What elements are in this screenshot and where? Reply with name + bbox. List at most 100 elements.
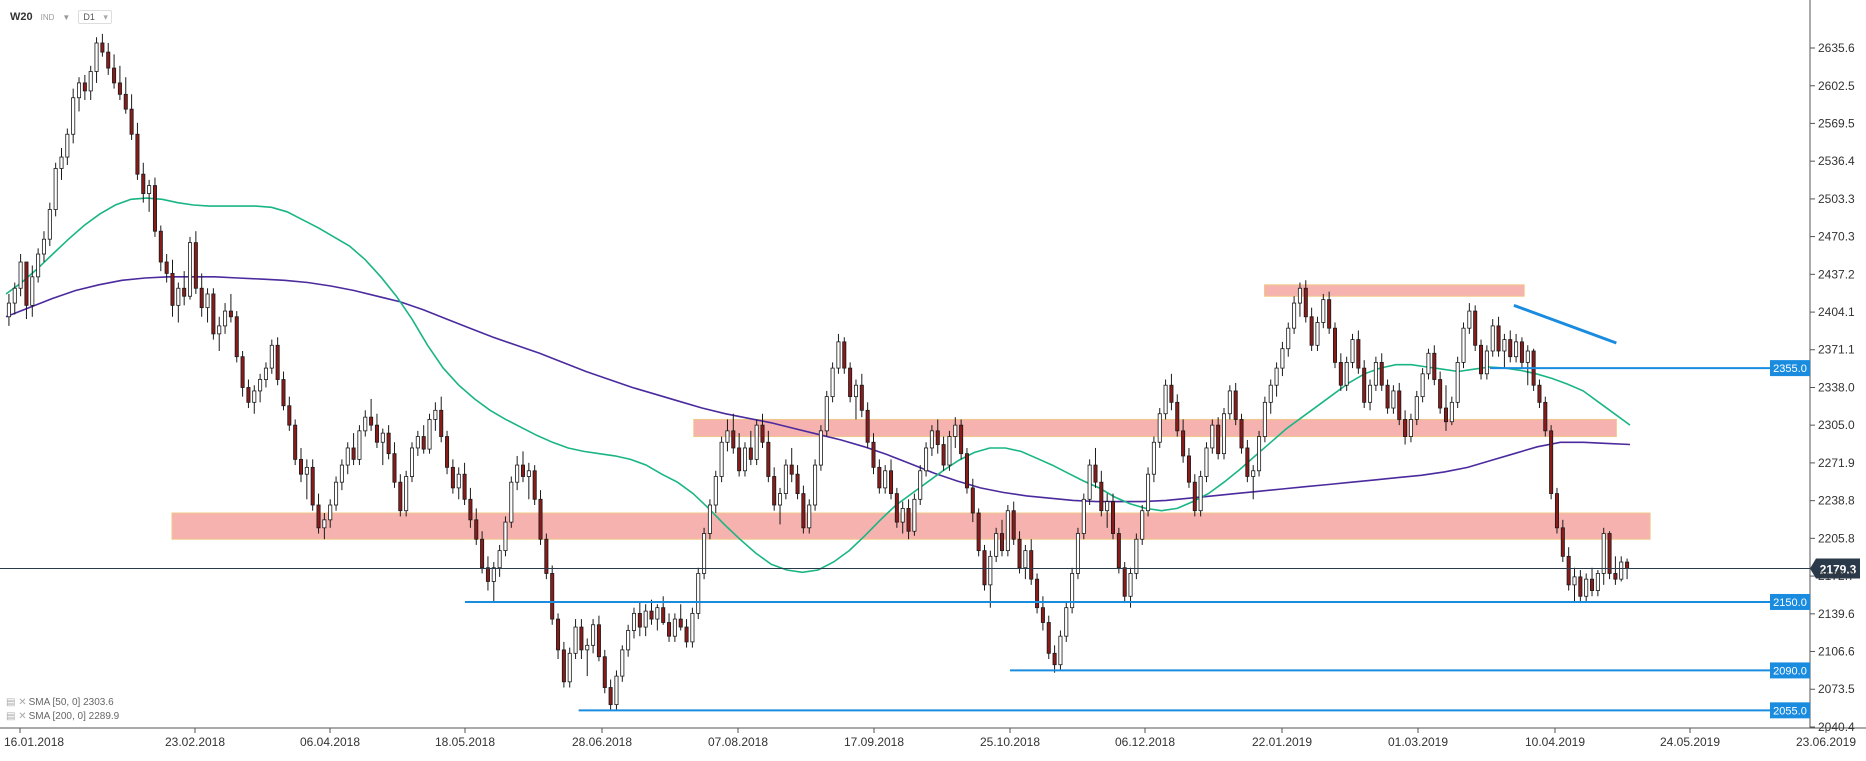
candle (778, 487, 783, 525)
candle-body (503, 521, 508, 552)
candle-body (182, 287, 187, 297)
candle (1484, 345, 1489, 380)
candle-body (1035, 578, 1040, 609)
candle-body (1473, 310, 1478, 346)
candle (1052, 645, 1057, 673)
candle (953, 417, 958, 448)
candle (789, 447, 794, 483)
candle-body (1210, 424, 1215, 449)
candle-body (1420, 373, 1425, 398)
candle-body (1408, 419, 1413, 437)
candle-body (1595, 573, 1600, 591)
candle (304, 459, 309, 500)
candle (1408, 413, 1413, 443)
candle (374, 413, 379, 448)
candle-body (848, 367, 853, 398)
candle (1391, 385, 1396, 414)
candle-body (982, 550, 987, 586)
legend-sma200[interactable]: ▤ ✕ SMA [200, 0] 2289.9 (6, 710, 119, 724)
candle-body (813, 464, 818, 506)
candle-body (725, 430, 730, 443)
legend-sma50[interactable]: ▤ ✕ SMA [50, 0] 2303.6 (6, 696, 119, 710)
y-tick-label: 2305.0 (1818, 418, 1855, 432)
candle (702, 527, 707, 580)
candle-body (1297, 287, 1302, 304)
candle-body (1344, 362, 1349, 386)
candle-body (964, 453, 969, 489)
indicator-icon[interactable]: ▤ ✕ (6, 697, 27, 708)
candle (1169, 373, 1174, 411)
timeframe-select[interactable]: D1 (78, 10, 112, 24)
candle-body (497, 550, 502, 569)
candle (1554, 487, 1559, 534)
indicator-icon[interactable]: ▤ ✕ (6, 711, 27, 722)
candle (526, 462, 531, 500)
candle-body (1554, 493, 1559, 529)
candle (515, 455, 520, 491)
candle-body (1484, 350, 1489, 375)
candle (1157, 408, 1162, 448)
candle (690, 607, 695, 648)
time-axis-labels: 16.01.2018 23.02.2018 06.04.2018 18.05.2018… (4, 728, 1856, 749)
candle-body (1169, 384, 1174, 403)
candle (1303, 280, 1308, 323)
candle (760, 413, 765, 448)
candle (468, 487, 473, 528)
chevron-down-icon[interactable]: ▼ (62, 12, 71, 22)
candle-body (667, 622, 672, 637)
sma200-path (5, 275, 1631, 503)
level-tag-label: 2055.0 (1773, 705, 1807, 717)
candle-body (71, 97, 76, 135)
candle (228, 293, 233, 323)
candle (900, 501, 905, 534)
candle (509, 476, 514, 528)
candle (193, 231, 198, 294)
candle (982, 544, 987, 591)
candle (1560, 519, 1565, 563)
candle (445, 430, 450, 475)
y-tick-label: 2271.9 (1818, 456, 1855, 470)
candle-body (6, 302, 11, 318)
candle-body (392, 453, 397, 483)
level-tag-label: 2090.0 (1773, 665, 1807, 677)
candle (1455, 356, 1460, 409)
candle-body (322, 519, 327, 529)
candle-body (1362, 367, 1367, 403)
symbol-label[interactable]: W20 (10, 11, 33, 23)
candle-body (1046, 622, 1051, 654)
candle-body (445, 436, 450, 468)
candle (532, 465, 537, 506)
x-tick-label: 10.04.2019 (1525, 735, 1585, 749)
candle (567, 647, 572, 688)
candle (596, 615, 601, 662)
candle-body (188, 242, 193, 297)
instrument-type-label[interactable]: IND (40, 12, 55, 22)
candle (1344, 356, 1349, 391)
candle-body (1052, 652, 1057, 666)
candle-body (556, 618, 561, 651)
candle (707, 499, 712, 540)
candle (1537, 379, 1542, 409)
candle (935, 419, 940, 454)
candle-body (1338, 362, 1343, 386)
candle-body (41, 238, 46, 255)
candle (620, 645, 625, 682)
candle (421, 425, 426, 454)
candle (129, 94, 134, 140)
candle (1011, 501, 1016, 545)
candle (649, 599, 654, 625)
candle (1502, 333, 1507, 369)
candle-body (1029, 550, 1034, 580)
candle (1251, 465, 1256, 500)
candle-body (293, 424, 298, 460)
candle (538, 490, 543, 545)
x-tick-label: 17.09.2018 (844, 735, 904, 749)
candle-body (170, 273, 175, 306)
x-tick-label: 28.06.2018 (572, 735, 632, 749)
candle-body (24, 261, 29, 306)
candle-body (1245, 447, 1250, 477)
candle (18, 254, 23, 297)
candle-body (620, 649, 625, 677)
candle (1274, 362, 1279, 397)
candle (1087, 459, 1092, 506)
